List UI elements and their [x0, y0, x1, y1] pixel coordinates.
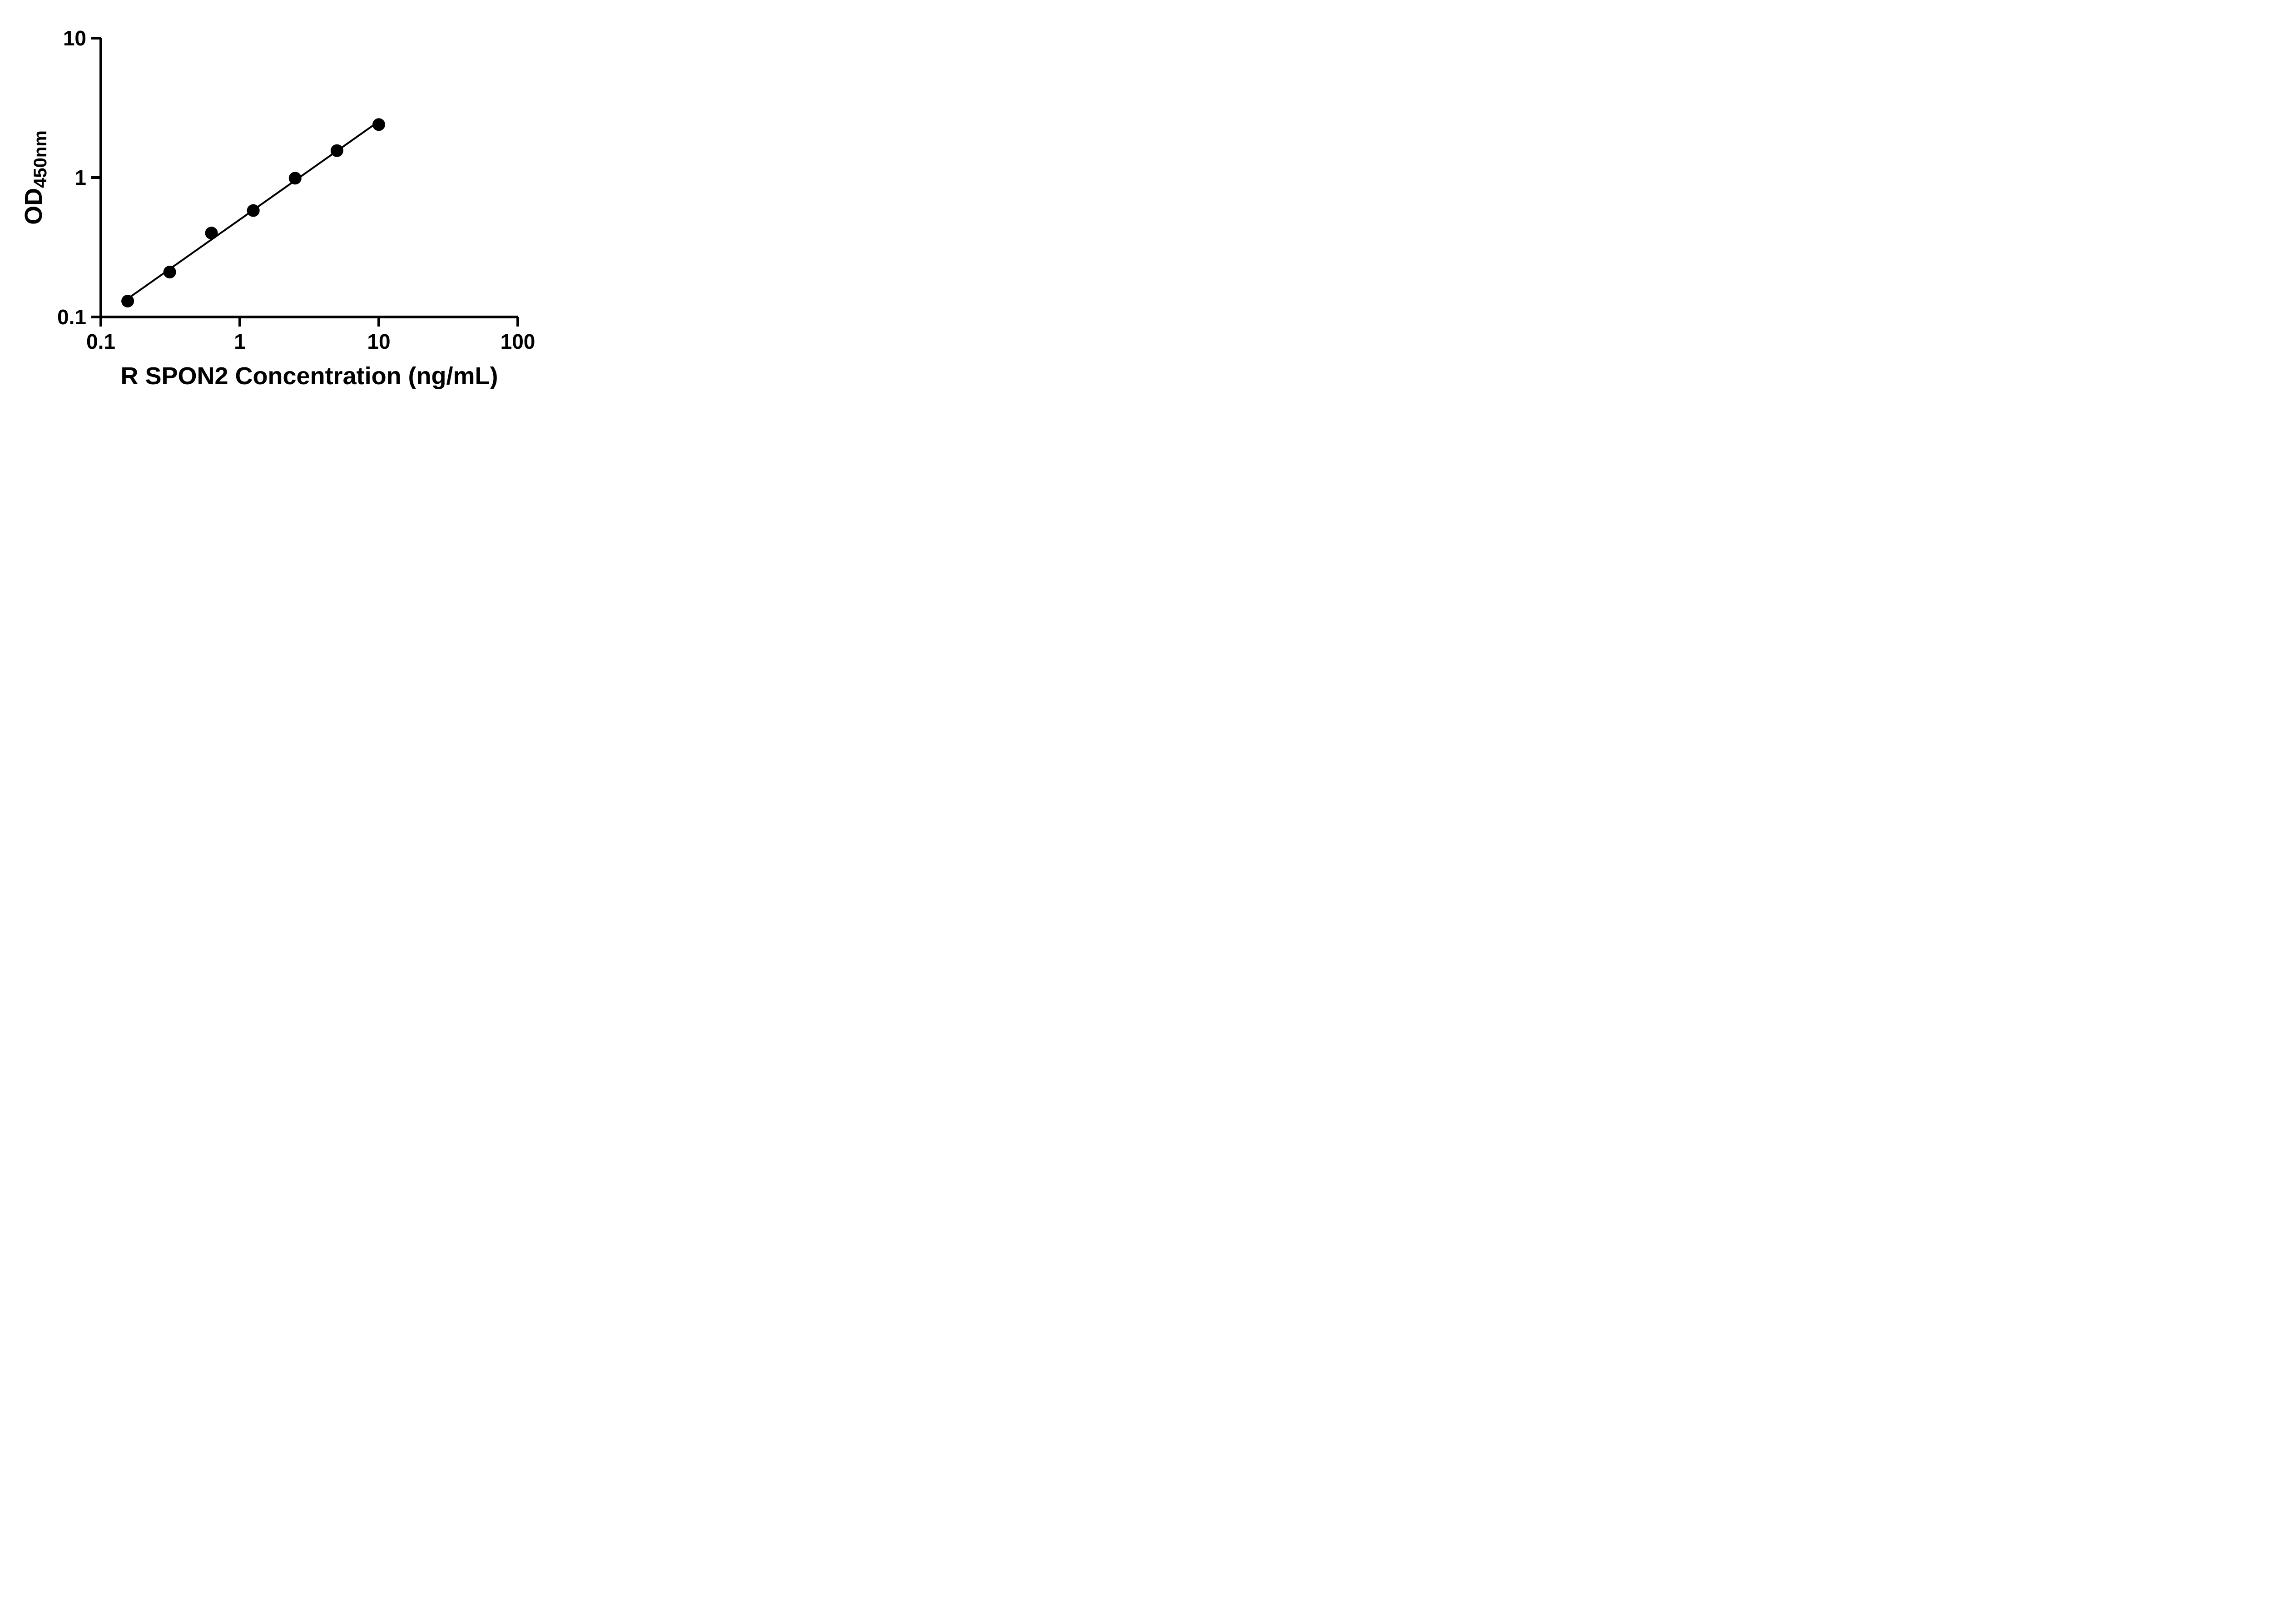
data-point-5: [330, 144, 343, 157]
y-tick-label-2: 10: [63, 26, 86, 50]
x-tick-label-2: 10: [367, 330, 390, 353]
data-point-0: [121, 295, 134, 308]
plot-area: [121, 118, 385, 308]
elisa-standard-curve-figure: 0.1 1 10 100 0.1 1 10 R SPON2 Concentration (n…: [0, 0, 573, 406]
axis-tick-labels: 0.1 1 10 100 0.1 1 10: [57, 26, 535, 353]
y-axis-title-main: OD: [20, 188, 47, 225]
x-axis-title: R SPON2 Concentration (ng/mL): [120, 362, 498, 390]
x-tick-label-1: 1: [234, 330, 246, 353]
data-point-4: [288, 172, 302, 185]
data-point-3: [247, 204, 260, 217]
x-tick-label-3: 100: [501, 330, 536, 353]
y-axis-title-subscript: 450nm: [30, 130, 50, 188]
y-tick-label-0: 0.1: [57, 305, 86, 329]
axes: [99, 38, 518, 318]
data-point-2: [205, 227, 218, 240]
standard-curve-chart: 0.1 1 10 100 0.1 1 10 R SPON2 Concentration (n…: [20, 26, 535, 390]
data-point-1: [163, 266, 176, 279]
x-tick-label-0: 0.1: [86, 330, 115, 353]
y-axis-title: OD450nm: [20, 130, 50, 225]
axis-ticks: [91, 37, 519, 327]
y-tick-label-1: 1: [74, 166, 86, 189]
data-point-6: [372, 118, 385, 131]
